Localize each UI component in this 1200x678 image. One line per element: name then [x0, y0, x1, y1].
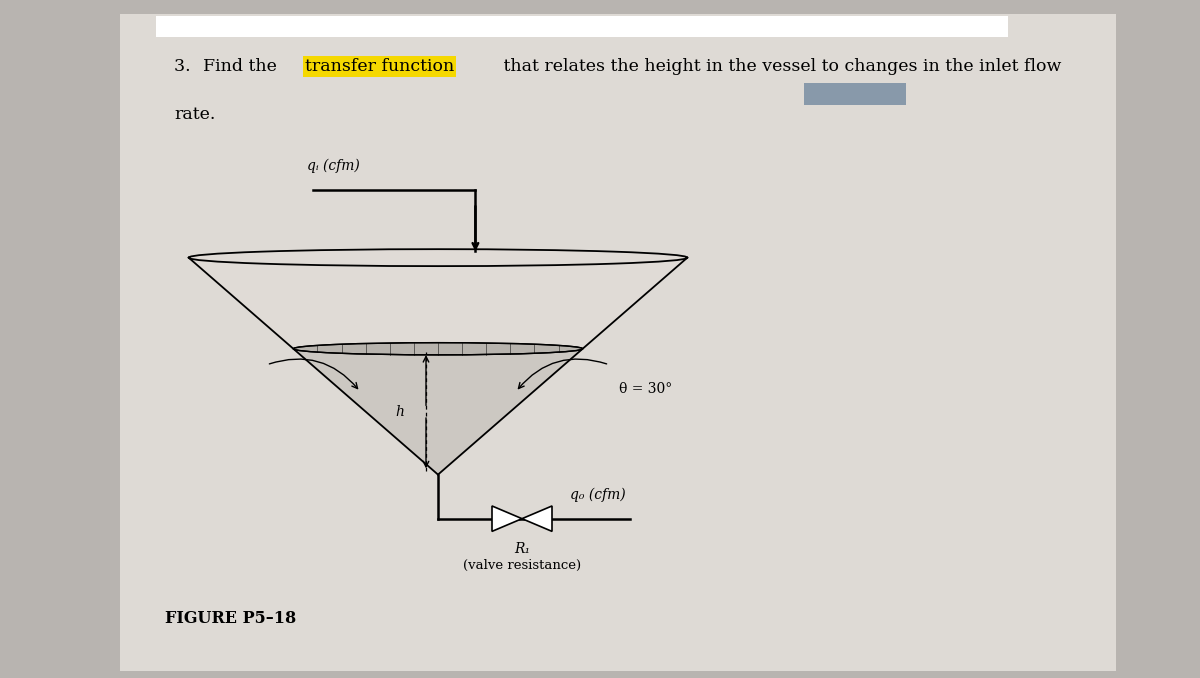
- Polygon shape: [293, 348, 583, 475]
- Ellipse shape: [293, 342, 583, 355]
- FancyBboxPatch shape: [120, 14, 1116, 671]
- FancyBboxPatch shape: [744, 16, 1008, 37]
- Polygon shape: [492, 506, 522, 532]
- Text: that relates the height in the vessel to changes in the inlet flow: that relates the height in the vessel to…: [498, 58, 1061, 75]
- Text: transfer function: transfer function: [305, 58, 455, 75]
- Text: qᵢ (cfm): qᵢ (cfm): [307, 159, 360, 173]
- FancyBboxPatch shape: [156, 16, 780, 37]
- Polygon shape: [188, 258, 688, 475]
- Text: q₀ (cfm): q₀ (cfm): [570, 487, 625, 502]
- Text: rate.: rate.: [174, 106, 215, 123]
- Polygon shape: [522, 506, 552, 532]
- Text: θ = 30°: θ = 30°: [619, 382, 672, 397]
- FancyBboxPatch shape: [804, 83, 906, 105]
- Ellipse shape: [188, 249, 688, 266]
- Text: 3.: 3.: [174, 58, 196, 75]
- Text: R₁: R₁: [514, 542, 530, 557]
- Text: Find the: Find the: [203, 58, 282, 75]
- Text: (valve resistance): (valve resistance): [463, 559, 581, 572]
- Text: h: h: [396, 405, 404, 419]
- Text: FIGURE P5–18: FIGURE P5–18: [164, 610, 296, 627]
